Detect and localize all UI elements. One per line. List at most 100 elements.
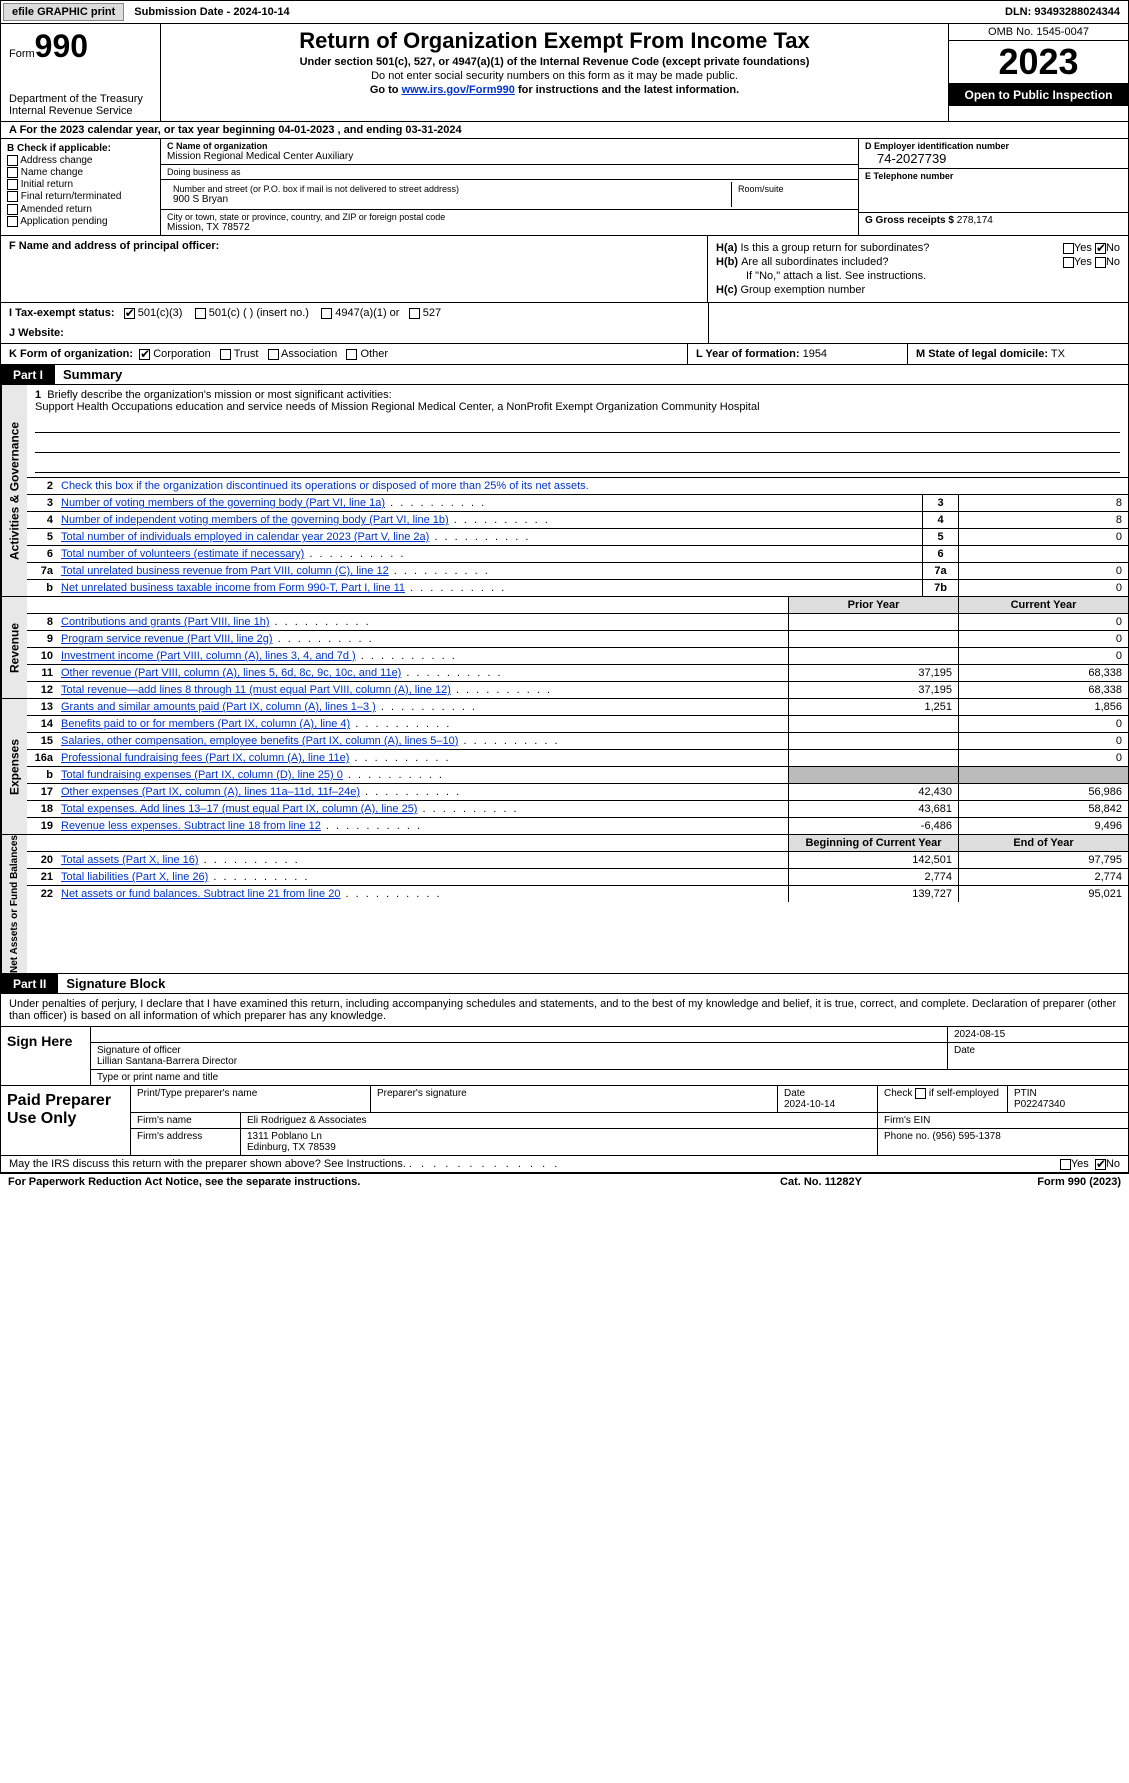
org-form-trust-checkbox[interactable]	[220, 349, 231, 360]
line-a: A For the 2023 calendar year, or tax yea…	[0, 122, 1129, 139]
checkbox-application-pending[interactable]	[7, 216, 18, 227]
line-7a-link[interactable]: Total unrelated business revenue from Pa…	[61, 565, 389, 577]
line-b-link[interactable]: Total fundraising expenses (Part IX, col…	[61, 769, 343, 781]
line-b-link[interactable]: Net unrelated business taxable income fr…	[61, 582, 405, 594]
line-10-prior	[788, 648, 958, 664]
discuss-no-checkbox[interactable]	[1095, 1159, 1106, 1170]
efile-print-button[interactable]: efile GRAPHIC print	[3, 3, 124, 21]
col-c: C Name of organization Mission Regional …	[161, 139, 858, 235]
line-6-link[interactable]: Total number of volunteers (estimate if …	[61, 548, 304, 560]
line-5-link[interactable]: Total number of individuals employed in …	[61, 531, 429, 543]
expenses-section: Expenses 13Grants and similar amounts pa…	[0, 699, 1129, 835]
form-subtitle: Under section 501(c), 527, or 4947(a)(1)…	[169, 56, 940, 68]
line-17-link[interactable]: Other expenses (Part IX, column (A), lin…	[61, 786, 360, 798]
527-checkbox[interactable]	[409, 308, 420, 319]
governance-section: Activities & Governance 1 Briefly descri…	[0, 385, 1129, 597]
checkbox-initial-return[interactable]	[7, 179, 18, 190]
form-header: Form990 Department of the Treasury Inter…	[0, 24, 1129, 122]
line-10-link[interactable]: Investment income (Part VIII, column (A)…	[61, 650, 356, 662]
submission-date: Submission Date - 2024-10-14	[126, 4, 297, 20]
line-20-end: 97,795	[958, 852, 1128, 868]
line-22-link[interactable]: Net assets or fund balances. Subtract li…	[61, 888, 340, 900]
line-9-link[interactable]: Program service revenue (Part VIII, line…	[61, 633, 273, 645]
top-bar: efile GRAPHIC print Submission Date - 20…	[0, 0, 1129, 24]
footer: For Paperwork Reduction Act Notice, see …	[0, 1173, 1129, 1190]
line-3-value: 8	[958, 495, 1128, 511]
street-address: 900 S Bryan	[173, 194, 725, 205]
principal-officer: F Name and address of principal officer:	[1, 236, 708, 302]
hb-no-checkbox[interactable]	[1095, 257, 1106, 268]
checkbox-final-return-terminated[interactable]	[7, 191, 18, 202]
4947-checkbox[interactable]	[321, 308, 332, 319]
line-11-prior: 37,195	[788, 665, 958, 681]
col-d: D Employer identification number 74-2027…	[858, 139, 1128, 235]
line-12-link[interactable]: Total revenue—add lines 8 through 11 (mu…	[61, 684, 451, 696]
501c-checkbox[interactable]	[195, 308, 206, 319]
checkbox-amended-return[interactable]	[7, 204, 18, 215]
line-4-link[interactable]: Number of independent voting members of …	[61, 514, 449, 526]
form-number: Form990	[9, 28, 152, 65]
line-13-current: 1,856	[958, 699, 1128, 715]
line-22-begin: 139,727	[788, 886, 958, 902]
line-20-begin: 142,501	[788, 852, 958, 868]
self-employed-checkbox[interactable]	[915, 1088, 926, 1099]
line-6-value	[958, 546, 1128, 562]
ptin: P02247340	[1014, 1099, 1065, 1110]
officer-name: Lillian Santana-Barrera Director	[97, 1056, 941, 1067]
line-14-link[interactable]: Benefits paid to or for members (Part IX…	[61, 718, 350, 730]
line-13-link[interactable]: Grants and similar amounts paid (Part IX…	[61, 701, 376, 713]
part2-header: Part II Signature Block	[0, 974, 1129, 994]
line-13-prior: 1,251	[788, 699, 958, 715]
line-18-link[interactable]: Total expenses. Add lines 13–17 (must eq…	[61, 803, 417, 815]
line-7a-value: 0	[958, 563, 1128, 579]
block-b-c-d: B Check if applicable: Address change Na…	[0, 139, 1129, 236]
dln: DLN: 93493288024344	[997, 4, 1128, 20]
checkbox-name-change[interactable]	[7, 167, 18, 178]
line-19-current: 9,496	[958, 818, 1128, 834]
line-4-value: 8	[958, 512, 1128, 528]
line-17-prior: 42,430	[788, 784, 958, 800]
netassets-vlabel: Net Assets or Fund Balances	[1, 835, 27, 973]
org-form-corporation-checkbox[interactable]	[139, 349, 150, 360]
paid-preparer-block: Paid Preparer Use Only Print/Type prepar…	[0, 1086, 1129, 1156]
firm-city: Edinburg, TX 78539	[247, 1142, 336, 1153]
sign-here-block: Sign Here 2024-08-15 Signature of office…	[0, 1027, 1129, 1086]
org-form-other-checkbox[interactable]	[346, 349, 357, 360]
line-15-current: 0	[958, 733, 1128, 749]
hb-yes-checkbox[interactable]	[1063, 257, 1074, 268]
checkbox-address-change[interactable]	[7, 155, 18, 166]
line-b-value: 0	[958, 580, 1128, 596]
discuss-yes-checkbox[interactable]	[1060, 1159, 1071, 1170]
line-9-prior	[788, 631, 958, 647]
row-f-h: F Name and address of principal officer:…	[0, 236, 1129, 303]
line-20-link[interactable]: Total assets (Part X, line 16)	[61, 854, 199, 866]
line-3-link[interactable]: Number of voting members of the governin…	[61, 497, 385, 509]
line-19-prior: -6,486	[788, 818, 958, 834]
ssn-note: Do not enter social security numbers on …	[169, 70, 940, 82]
line-16a-prior	[788, 750, 958, 766]
line-19-link[interactable]: Revenue less expenses. Subtract line 18 …	[61, 820, 321, 832]
line-21-link[interactable]: Total liabilities (Part X, line 26)	[61, 871, 208, 883]
ha-no-checkbox[interactable]	[1095, 243, 1106, 254]
irs-link[interactable]: www.irs.gov/Form990	[402, 84, 515, 96]
line-21-end: 2,774	[958, 869, 1128, 885]
line-16a-link[interactable]: Professional fundraising fees (Part IX, …	[61, 752, 349, 764]
line-22-end: 95,021	[958, 886, 1128, 902]
org-form-association-checkbox[interactable]	[268, 349, 279, 360]
line-11-current: 68,338	[958, 665, 1128, 681]
line-8-link[interactable]: Contributions and grants (Part VIII, lin…	[61, 616, 270, 628]
line-15-link[interactable]: Salaries, other compensation, employee b…	[61, 735, 458, 747]
part1-header: Part I Summary	[0, 365, 1129, 385]
line-12-prior: 37,195	[788, 682, 958, 698]
line-11-link[interactable]: Other revenue (Part VIII, column (A), li…	[61, 667, 401, 679]
form-title: Return of Organization Exempt From Incom…	[169, 28, 940, 54]
governance-vlabel: Activities & Governance	[1, 385, 27, 596]
firm-phone: (956) 595-1378	[932, 1131, 1000, 1142]
sign-date: 2024-08-15	[948, 1027, 1128, 1042]
firm-address: 1311 Poblano Ln	[247, 1131, 322, 1142]
ha-yes-checkbox[interactable]	[1063, 243, 1074, 254]
line-18-prior: 43,681	[788, 801, 958, 817]
year-formation: 1954	[803, 348, 827, 360]
line-5-value: 0	[958, 529, 1128, 545]
501c3-checkbox[interactable]	[124, 308, 135, 319]
